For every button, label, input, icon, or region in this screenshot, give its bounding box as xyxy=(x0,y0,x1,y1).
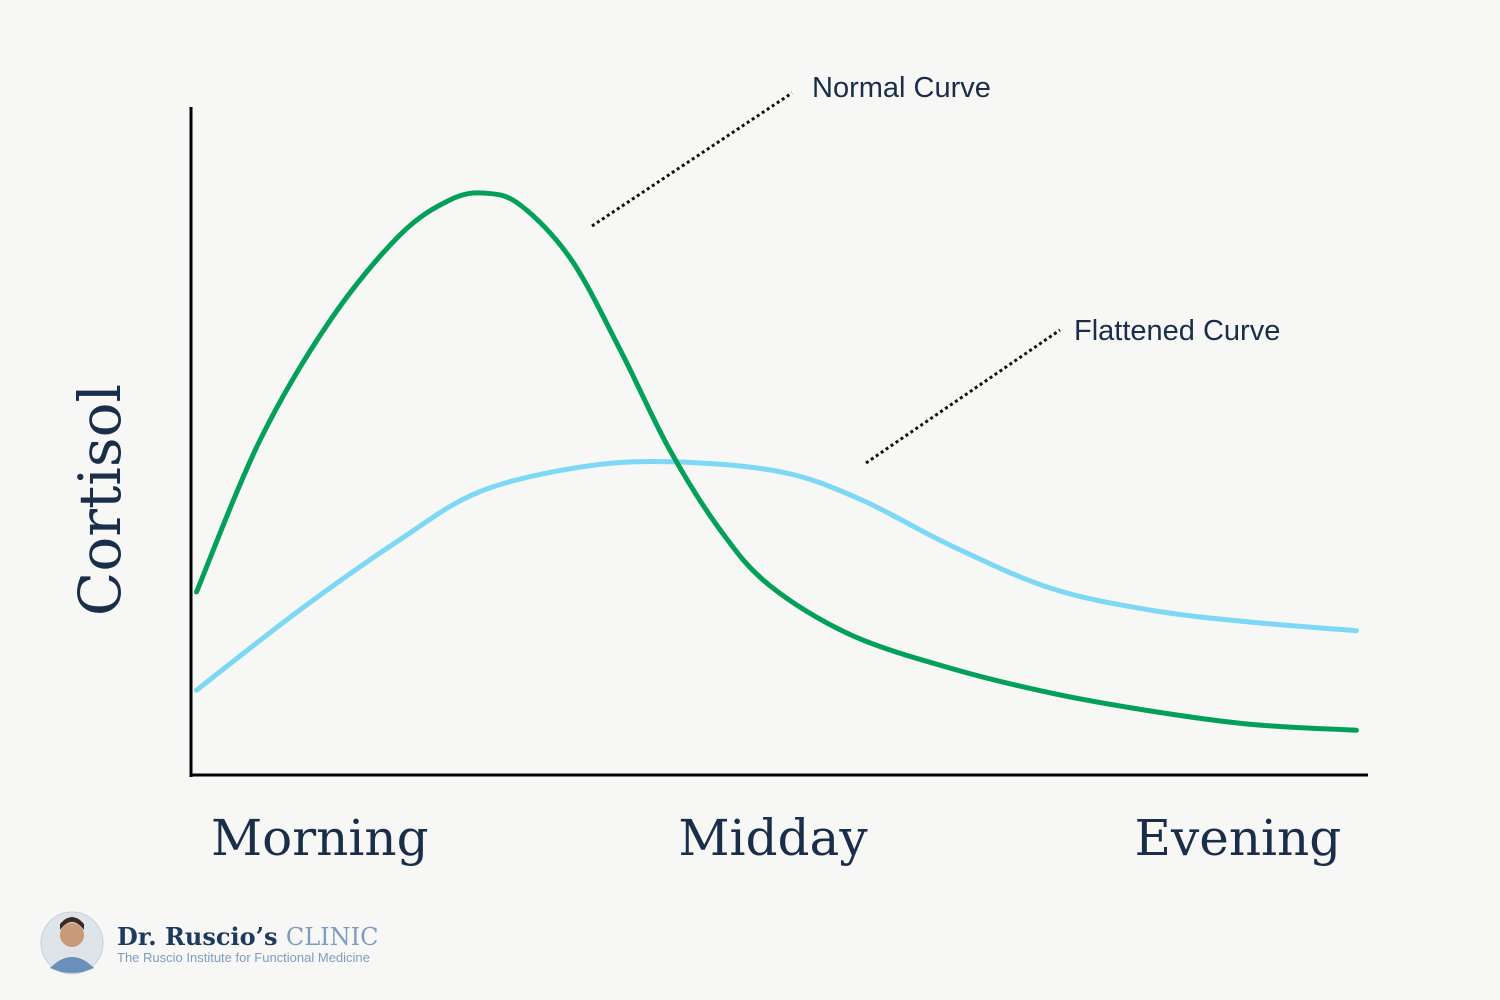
x-tick-label: Evening xyxy=(1134,809,1341,867)
avatar-face xyxy=(60,923,84,947)
annotation-leader xyxy=(591,91,793,228)
annotation: Normal Curve xyxy=(812,72,991,104)
annotation: Flattened Curve xyxy=(1074,315,1280,347)
logo: Dr. Ruscio’s CLINIC The Ruscio Institute… xyxy=(40,911,378,975)
avatar-hair xyxy=(60,917,84,930)
tagline: The Ruscio Institute for Functional Medi… xyxy=(117,950,370,965)
annotation-leader xyxy=(865,328,1061,465)
avatar-shirt xyxy=(50,957,94,973)
line xyxy=(194,190,1359,733)
brand-name: Dr. Ruscio’s xyxy=(117,922,277,951)
brand-suffix: CLINIC xyxy=(286,923,379,951)
line xyxy=(194,458,1359,693)
x-tick-label: Morning xyxy=(211,809,429,867)
x-tick-label: Midday xyxy=(678,809,868,867)
y-axis-label: Cortisol xyxy=(66,384,134,616)
brand: Dr. Ruscio’s CLINIC xyxy=(117,922,378,951)
